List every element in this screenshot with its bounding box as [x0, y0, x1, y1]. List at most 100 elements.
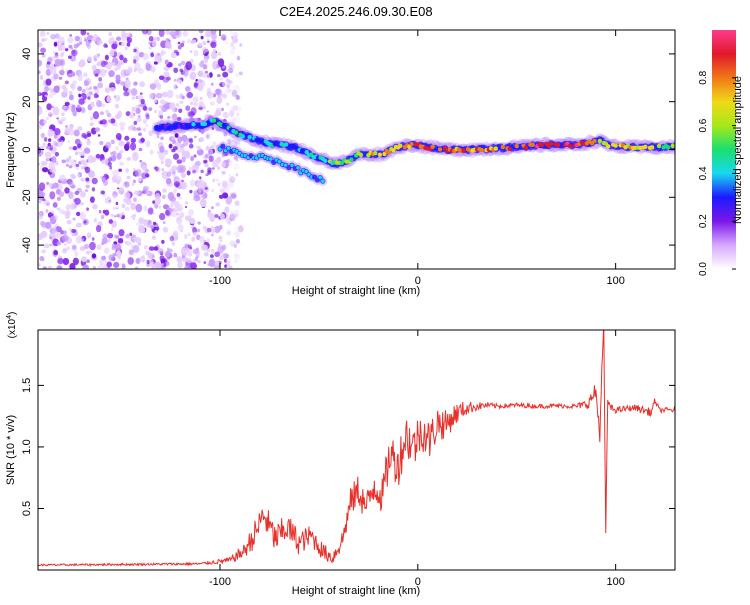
noise-speckle — [181, 40, 185, 44]
noise-speckle — [58, 76, 63, 80]
noise-speckle — [136, 117, 142, 123]
noise-speckle — [208, 72, 213, 78]
track-point — [649, 145, 655, 150]
noise-speckle — [95, 54, 100, 59]
noise-speckle — [114, 67, 118, 72]
spectrogram-xtick-label: 100 — [606, 275, 624, 287]
noise-speckle — [89, 122, 94, 127]
noise-speckle — [41, 161, 48, 166]
track-point — [373, 151, 378, 156]
noise-speckle — [38, 124, 43, 130]
noise-speckle — [49, 93, 54, 99]
noise-speckle — [133, 120, 138, 125]
noise-speckle — [119, 121, 126, 127]
noise-speckle — [198, 235, 205, 243]
noise-speckle — [114, 103, 120, 109]
noise-speckle — [154, 110, 157, 114]
noise-speckle — [182, 251, 188, 256]
noise-speckle — [67, 73, 73, 78]
noise-speckle — [234, 252, 238, 256]
noise-speckle — [57, 36, 65, 45]
noise-speckle — [40, 132, 45, 139]
noise-speckle — [211, 82, 214, 86]
noise-speckle — [108, 70, 115, 78]
track-point — [166, 126, 171, 131]
noise-speckle — [159, 266, 163, 269]
noise-speckle — [231, 35, 239, 44]
noise-speckle — [126, 42, 131, 47]
noise-speckle — [235, 158, 239, 162]
noise-speckle — [171, 241, 175, 246]
noise-speckle — [95, 153, 101, 159]
noise-speckle — [40, 220, 45, 226]
noise-speckle — [231, 123, 235, 127]
noise-speckle — [233, 156, 238, 161]
noise-speckle — [103, 60, 109, 65]
noise-speckle — [229, 176, 236, 183]
noise-speckle — [95, 99, 103, 108]
noise-speckle — [152, 235, 156, 240]
noise-speckle — [105, 141, 112, 149]
noise-speckle — [57, 44, 63, 52]
noise-speckle — [66, 163, 69, 167]
noise-speckle — [232, 118, 238, 125]
track-point — [606, 144, 611, 149]
noise-speckle — [176, 256, 183, 263]
noise-speckle — [203, 192, 208, 199]
noise-speckle — [148, 130, 154, 137]
noise-speckle — [201, 72, 208, 78]
noise-speckle — [227, 67, 234, 74]
noise-speckle — [54, 142, 59, 147]
noise-speckle — [108, 119, 112, 123]
noise-speckle — [207, 38, 210, 42]
noise-speckle — [184, 150, 191, 160]
noise-speckle — [126, 175, 131, 180]
track-point — [191, 122, 196, 127]
noise-speckle — [101, 255, 107, 261]
noise-speckle — [234, 213, 239, 218]
noise-speckle — [48, 138, 52, 142]
noise-speckle — [184, 247, 190, 253]
noise-speckle — [59, 209, 65, 214]
noise-speckle — [131, 182, 135, 187]
noise-speckle — [189, 179, 196, 188]
noise-speckle — [85, 87, 89, 91]
noise-speckle — [184, 201, 189, 205]
noise-speckle — [180, 172, 187, 178]
noise-speckle — [90, 156, 97, 163]
noise-speckle — [55, 188, 61, 195]
noise-speckle — [63, 230, 67, 235]
noise-speckle — [54, 214, 58, 220]
noise-speckle — [234, 259, 239, 264]
noise-speckle — [169, 235, 175, 242]
noise-speckle — [221, 107, 224, 112]
noise-speckle — [209, 213, 216, 223]
noise-speckle — [77, 126, 83, 132]
snr-plot — [38, 330, 675, 568]
noise-speckle — [172, 153, 180, 160]
noise-speckle — [226, 159, 233, 165]
noise-speckle — [197, 117, 201, 122]
noise-speckle — [186, 170, 191, 176]
noise-speckle — [202, 51, 206, 55]
noise-speckles — [38, 30, 244, 269]
noise-speckle — [101, 237, 108, 245]
noise-speckle — [119, 186, 124, 192]
noise-speckle — [187, 250, 193, 257]
noise-speckle — [215, 107, 222, 114]
noise-speckle — [120, 81, 126, 86]
noise-speckle — [229, 110, 235, 117]
noise-speckle — [185, 105, 191, 112]
noise-speckle — [165, 158, 170, 163]
noise-speckle — [233, 84, 240, 94]
snr-axes: -100 0 100 0.5 1.0 1.5 — [21, 330, 675, 588]
branch-point — [318, 175, 322, 180]
noise-speckle — [129, 111, 134, 115]
noise-speckle — [209, 254, 214, 259]
noise-speckle — [96, 244, 102, 251]
track-point — [656, 143, 662, 149]
noise-speckle — [145, 250, 151, 256]
noise-speckle — [115, 146, 119, 151]
noise-speckle — [85, 40, 91, 47]
noise-speckle — [238, 71, 243, 76]
